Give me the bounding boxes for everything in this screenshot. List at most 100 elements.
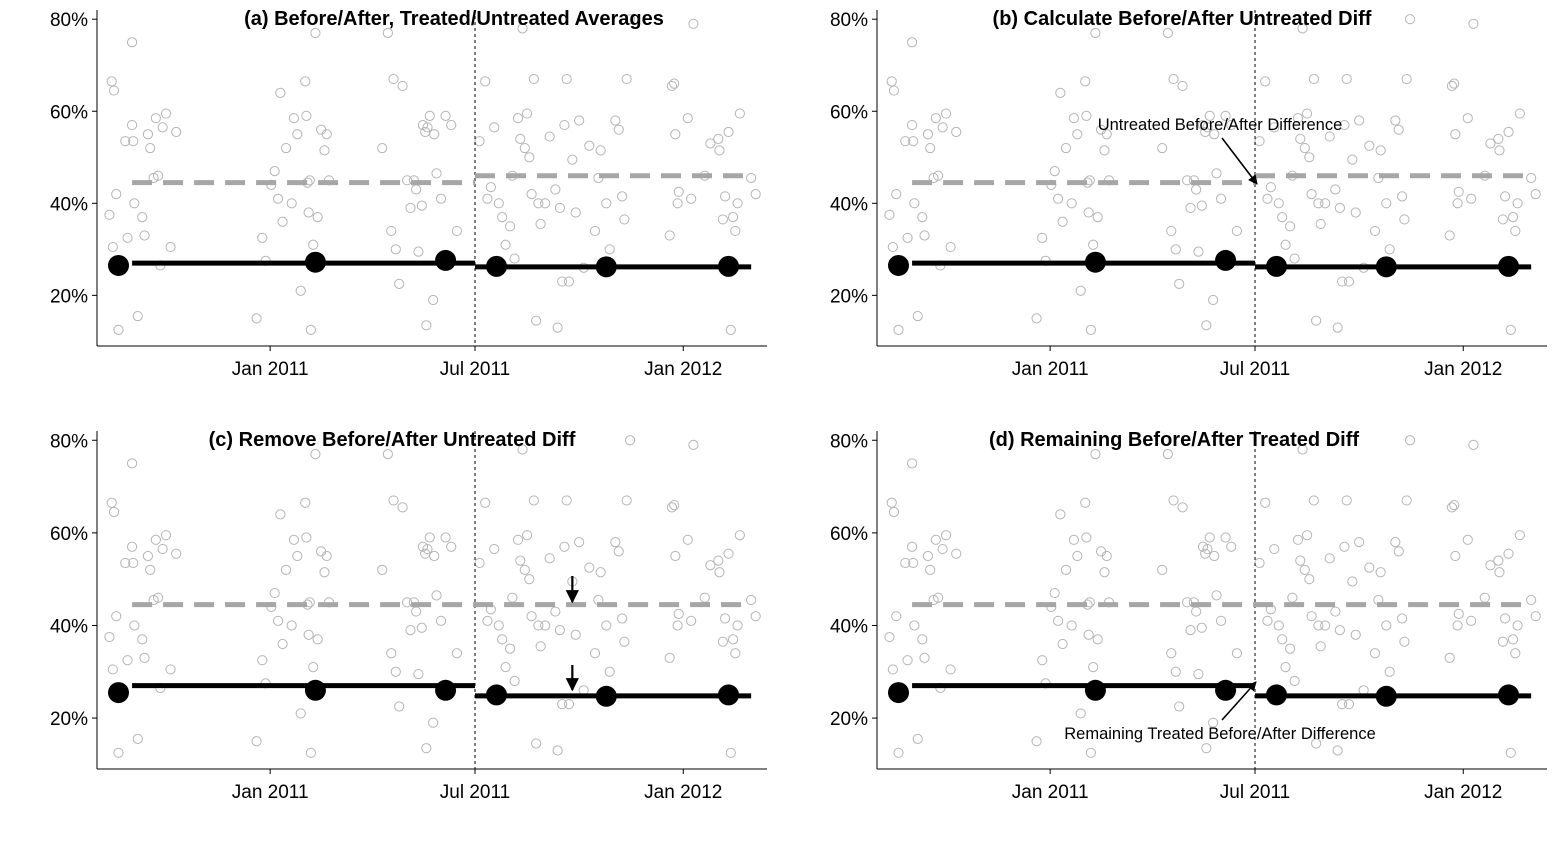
untreated-point <box>567 154 578 165</box>
untreated-point <box>906 119 918 131</box>
untreated-point <box>613 124 624 135</box>
panel-title: (b) Calculate Before/After Untreated Dif… <box>993 8 1372 30</box>
untreated-point <box>1269 543 1280 555</box>
untreated-point <box>1260 497 1271 508</box>
untreated-point <box>1381 620 1392 631</box>
untreated-point <box>886 497 897 508</box>
untreated-point <box>1277 634 1288 645</box>
untreated-point <box>1085 747 1097 758</box>
untreated-point <box>421 320 432 331</box>
treated-point <box>595 256 617 278</box>
untreated-point <box>589 648 601 659</box>
untreated-point <box>688 439 699 450</box>
untreated-point <box>474 557 485 569</box>
untreated-point <box>1269 122 1280 133</box>
untreated-point <box>1369 648 1381 659</box>
untreated-point <box>1453 186 1464 197</box>
untreated-point <box>319 145 330 156</box>
untreated-point <box>1055 87 1066 98</box>
untreated-point <box>517 444 528 455</box>
untreated-point <box>908 136 919 147</box>
untreated-point <box>617 191 628 202</box>
untreated-point <box>1390 537 1401 548</box>
x-tick-label: Jan 2011 <box>232 359 309 380</box>
untreated-point <box>906 541 918 552</box>
treated-point <box>108 682 130 704</box>
treated-point <box>1266 684 1288 706</box>
untreated-point <box>1289 675 1300 687</box>
treated-point <box>435 249 457 271</box>
untreated-point <box>500 239 511 250</box>
untreated-point <box>1384 666 1395 677</box>
annotation-text: Remaining Treated Before/After Differenc… <box>1064 725 1376 743</box>
y-tick-label: 60% <box>50 102 88 123</box>
untreated-point <box>540 198 551 209</box>
untreated-point <box>1170 244 1181 255</box>
treated-point <box>1498 684 1520 706</box>
untreated-point <box>305 747 317 758</box>
untreated-point <box>1503 548 1514 559</box>
untreated-point <box>128 136 139 147</box>
untreated-point <box>1204 110 1215 121</box>
untreated-point <box>1493 133 1504 144</box>
untreated-point <box>286 620 297 631</box>
untreated-point <box>1162 449 1173 460</box>
untreated-point <box>1494 567 1505 578</box>
untreated-point <box>686 615 697 626</box>
untreated-point <box>1101 550 1112 562</box>
untreated-point <box>1052 193 1064 204</box>
untreated-point <box>104 631 115 643</box>
treated-point <box>1375 685 1397 707</box>
untreated-point <box>157 122 168 133</box>
untreated-point <box>1512 620 1523 631</box>
untreated-point <box>1297 23 1308 34</box>
untreated-point <box>730 648 741 659</box>
untreated-point <box>1166 225 1177 237</box>
untreated-point <box>1273 620 1284 631</box>
untreated-point <box>1306 189 1317 200</box>
y-tick-label: 60% <box>50 524 88 545</box>
untreated-point <box>669 499 680 511</box>
untreated-point <box>526 189 537 200</box>
untreated-point <box>951 126 962 138</box>
untreated-point <box>906 37 918 48</box>
untreated-point <box>1341 73 1352 85</box>
y-tick-label: 20% <box>50 286 88 307</box>
untreated-point <box>480 497 491 508</box>
untreated-point <box>139 652 150 663</box>
untreated-point <box>1081 110 1092 121</box>
x-tick-label: Jan 2012 <box>1424 359 1502 380</box>
untreated-point <box>300 76 311 87</box>
untreated-point <box>893 324 904 335</box>
untreated-point <box>893 747 904 758</box>
untreated-point <box>132 310 143 322</box>
x-tick-label: Jan 2012 <box>644 359 722 380</box>
untreated-point <box>705 560 716 571</box>
untreated-point <box>723 126 734 138</box>
untreated-point <box>1393 546 1404 557</box>
untreated-point <box>451 648 462 659</box>
untreated-point <box>886 76 897 87</box>
untreated-point <box>122 655 133 666</box>
untreated-point <box>1081 532 1092 543</box>
untreated-point <box>1512 198 1523 209</box>
untreated-point <box>515 555 526 566</box>
untreated-point <box>1080 76 1091 87</box>
untreated-point <box>1209 129 1220 140</box>
y-tick-label: 40% <box>50 616 88 637</box>
untreated-point <box>908 557 919 569</box>
untreated-point <box>137 634 148 645</box>
untreated-point <box>489 543 500 555</box>
untreated-point <box>574 115 585 126</box>
untreated-point <box>126 458 138 469</box>
treated-point <box>1215 679 1237 701</box>
panel-b: 20% 40% 60% 80% Jan 2011 Jul 2011 Jan 2012 Untr… <box>830 8 1547 380</box>
untreated-point <box>1339 119 1350 131</box>
untreated-point <box>382 27 393 39</box>
untreated-point <box>150 534 161 545</box>
panel-c: 20% 40% 60% 80% Jan 2011 Jul 2011 Jan 2012 (c) … <box>50 429 767 803</box>
treated-point <box>888 254 910 276</box>
untreated-point <box>440 532 451 543</box>
untreated-point <box>1072 129 1083 140</box>
untreated-point <box>1324 553 1335 564</box>
